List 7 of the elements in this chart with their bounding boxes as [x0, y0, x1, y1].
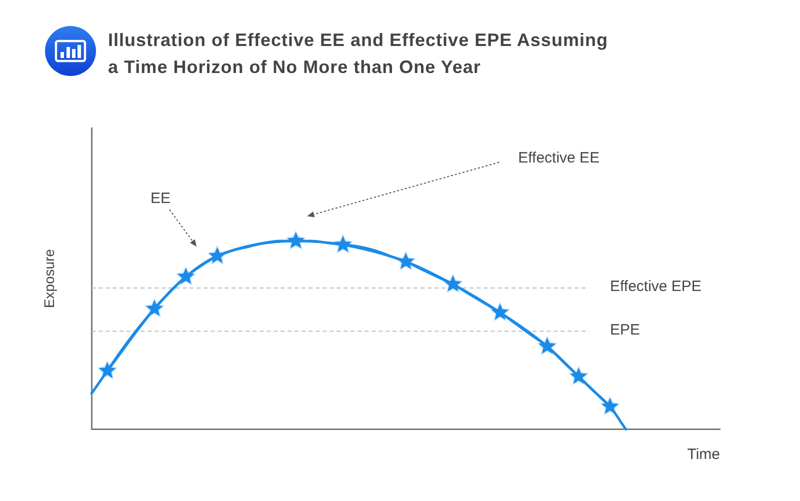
- ref-line-label: EPE: [610, 321, 640, 338]
- chart-title: Illustration of Effective EE and Effective EPE Assuming a Time Horizon of No More than One Year: [108, 29, 609, 79]
- x-axis-title: Time: [687, 446, 720, 464]
- text: EE: [150, 190, 171, 207]
- text: Effective EE: [518, 149, 600, 166]
- ref-line-label: Effective EPE: [610, 278, 702, 296]
- y-axis-title: Exposure: [40, 248, 57, 308]
